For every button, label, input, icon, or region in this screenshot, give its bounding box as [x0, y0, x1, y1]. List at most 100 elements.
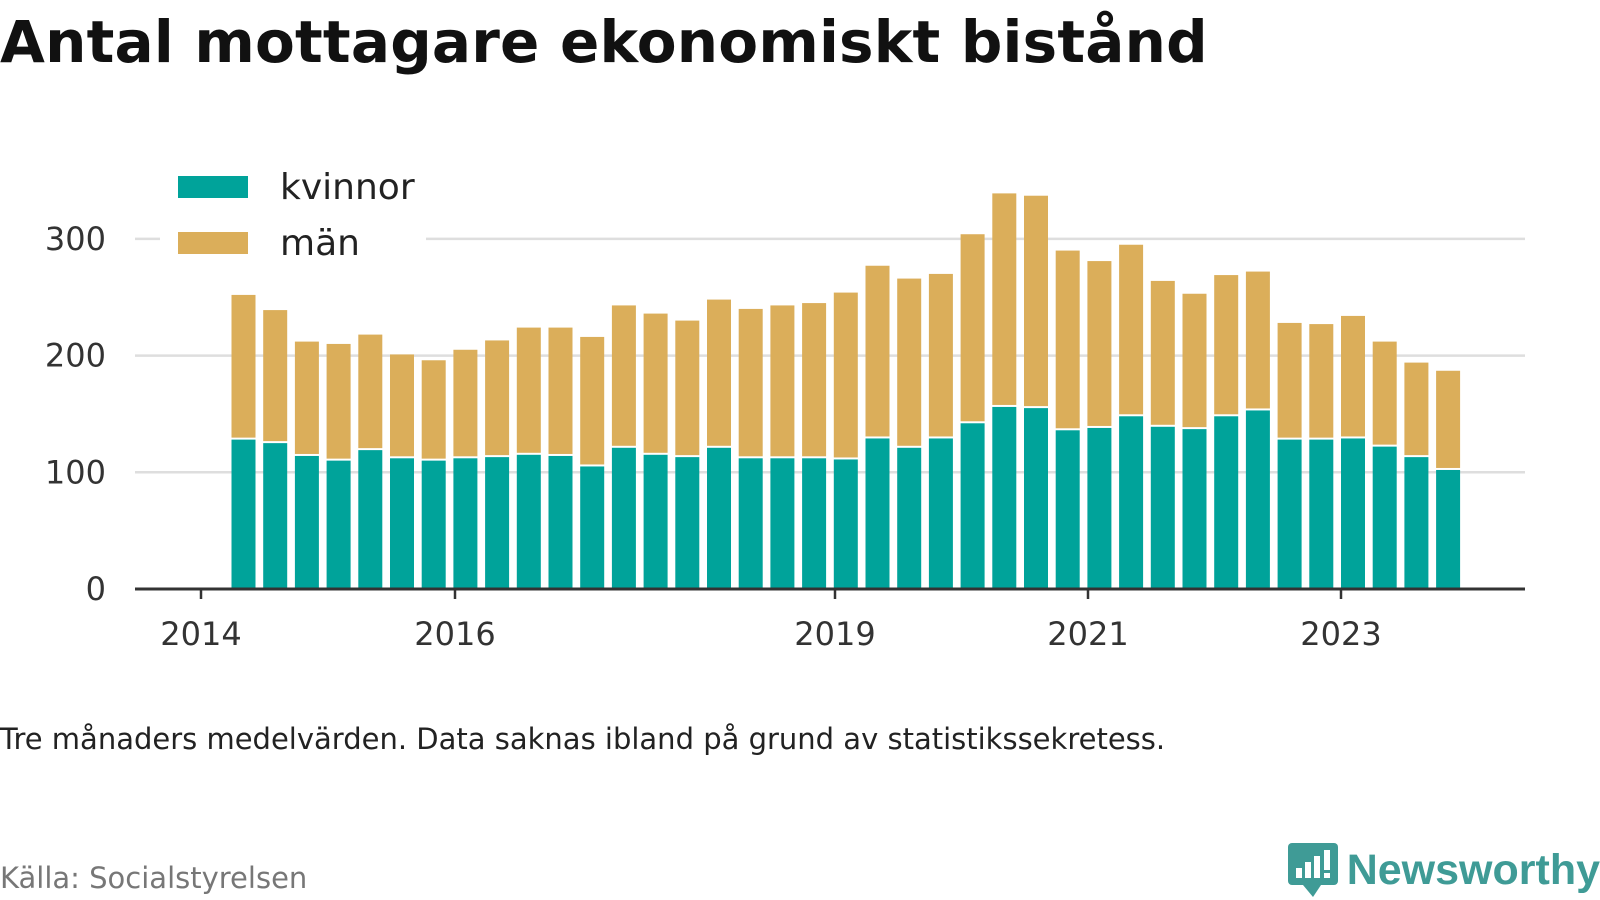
- x-tick-label: 2023: [1300, 615, 1381, 653]
- bar-kvinnor-2016-Q1: [453, 458, 478, 589]
- bar-man-2023-Q4: [1436, 370, 1461, 468]
- bar-kvinnor-2022-Q4: [1309, 439, 1334, 589]
- bar-man-2017-Q2: [611, 305, 636, 446]
- bar-kvinnor-2021-Q4: [1182, 429, 1207, 589]
- bar-kvinnor-2019-Q4: [928, 438, 953, 589]
- bar-kvinnor-2015-Q2: [358, 450, 383, 589]
- bar-man-2016-Q4: [548, 327, 573, 454]
- bar-man-2018-Q1: [707, 299, 731, 446]
- y-tick-label: 200: [45, 337, 106, 375]
- bar-man-2023-Q3: [1404, 362, 1429, 456]
- legend-swatch-kvinnor: [178, 176, 248, 198]
- bar-man-2015-Q1: [326, 343, 351, 459]
- bar-kvinnor-2021-Q3: [1150, 426, 1175, 589]
- bar-kvinnor-2020-Q1: [960, 423, 985, 589]
- bar-man-2015-Q4: [421, 360, 446, 459]
- bar-man-2020-Q1: [960, 234, 985, 422]
- y-tick-label: 0: [86, 570, 106, 608]
- bar-man-2020-Q2: [992, 193, 1017, 405]
- bar-man-2022-Q4: [1309, 324, 1334, 438]
- bar-kvinnor-2016-Q2: [485, 457, 510, 589]
- y-tick-label: 100: [45, 453, 106, 491]
- newsworthy-logo[interactable]: Newsworthy: [1287, 842, 1600, 898]
- bar-kvinnor-2023-Q4: [1436, 469, 1461, 589]
- bar-man-2017-Q3: [643, 313, 668, 453]
- bar-man-2022-Q2: [1245, 271, 1270, 409]
- bar-kvinnor-2022-Q1: [1214, 416, 1239, 589]
- bar-man-2020-Q3: [1024, 195, 1048, 407]
- x-tick-label: 2014: [160, 615, 241, 653]
- source-text: Källa: Socialstyrelsen: [0, 861, 308, 895]
- bar-man-2018-Q3: [770, 305, 795, 457]
- bar-kvinnor-2014-Q2: [231, 439, 256, 589]
- bar-man-2019-Q2: [865, 265, 890, 437]
- bar-man-2017-Q4: [675, 320, 700, 456]
- bar-kvinnor-2020-Q4: [1055, 430, 1080, 589]
- bar-kvinnor-2020-Q3: [1024, 408, 1048, 589]
- bar-kvinnor-2016-Q4: [548, 455, 573, 589]
- bar-kvinnor-2016-Q3: [516, 454, 541, 589]
- bar-man-2022-Q1: [1214, 275, 1239, 415]
- legend-label-kvinnor: kvinnor: [280, 167, 415, 208]
- bar-kvinnor-2015-Q4: [421, 460, 446, 589]
- bar-kvinnor-2015-Q3: [390, 458, 414, 589]
- bar-man-2021-Q3: [1150, 280, 1175, 425]
- chart-note: Tre månaders medelvärden. Data saknas ib…: [0, 722, 1166, 756]
- bar-man-2019-Q1: [833, 292, 858, 458]
- bar-kvinnor-2015-Q1: [326, 460, 351, 589]
- bar-man-2015-Q3: [390, 354, 414, 457]
- bar-kvinnor-2014-Q4: [294, 455, 319, 589]
- bar-kvinnor-2017-Q1: [580, 466, 605, 589]
- x-tick-label: 2019: [794, 615, 875, 653]
- newsworthy-logo-icon: [1287, 843, 1338, 897]
- bar-man-2023-Q2: [1372, 341, 1397, 445]
- bar-kvinnor-2023-Q3: [1404, 457, 1429, 589]
- x-tick-label: 2021: [1047, 615, 1128, 653]
- bar-man-2021-Q2: [1119, 244, 1144, 415]
- bar-kvinnor-2018-Q3: [770, 458, 795, 589]
- bar-kvinnor-2021-Q1: [1087, 427, 1112, 589]
- bar-man-2014-Q4: [294, 341, 319, 454]
- bar-man-2018-Q2: [738, 308, 763, 457]
- bar-kvinnor-2017-Q4: [675, 457, 700, 589]
- bar-man-2016-Q2: [485, 340, 510, 456]
- bar-man-2021-Q1: [1087, 261, 1112, 426]
- bar-kvinnor-2018-Q2: [738, 458, 763, 589]
- bar-kvinnor-2023-Q2: [1372, 446, 1397, 589]
- bars: [231, 193, 1461, 589]
- bar-kvinnor-2022-Q3: [1277, 439, 1302, 589]
- bar-man-2019-Q4: [928, 273, 953, 437]
- x-axis: 2014 2016 2019 2021 2023: [135, 587, 1525, 653]
- bar-man-2014-Q2: [231, 294, 256, 438]
- x-tick-label: 2016: [414, 615, 495, 653]
- bar-kvinnor-2017-Q3: [643, 454, 668, 589]
- stacked-bar-chart: 2014 2016 2019 2021 2023 0 100 200 300 kvinnor m…: [45, 160, 1525, 653]
- bar-man-2023-Q1: [1341, 315, 1365, 437]
- bar-man-2015-Q2: [358, 334, 383, 449]
- chart-title: Antal mottagare ekonomiskt bistånd: [0, 8, 1208, 76]
- legend-label-män: män: [280, 223, 360, 264]
- bar-man-2021-Q4: [1182, 293, 1207, 428]
- bar-man-2017-Q1: [580, 336, 605, 465]
- bar-man-2018-Q4: [802, 303, 827, 457]
- bar-kvinnor-2019-Q1: [833, 459, 858, 589]
- y-axis: 0 100 200 300: [45, 220, 106, 608]
- bar-kvinnor-2020-Q2: [992, 406, 1017, 589]
- bar-man-2016-Q3: [516, 327, 541, 453]
- bar-kvinnor-2018-Q4: [802, 458, 827, 589]
- bar-man-2019-Q3: [897, 278, 922, 446]
- bar-kvinnor-2014-Q3: [263, 443, 288, 589]
- bar-kvinnor-2023-Q1: [1341, 438, 1365, 589]
- bar-man-2020-Q4: [1055, 250, 1080, 429]
- bar-kvinnor-2021-Q2: [1119, 416, 1144, 589]
- bar-kvinnor-2022-Q2: [1245, 410, 1270, 589]
- legend-swatch-män: [178, 232, 248, 254]
- bar-kvinnor-2019-Q3: [897, 447, 922, 589]
- bar-kvinnor-2018-Q1: [707, 447, 731, 589]
- brand-name: Newsworthy: [1346, 845, 1600, 894]
- legend: kvinnor män: [160, 160, 426, 272]
- bar-kvinnor-2019-Q2: [865, 438, 890, 589]
- bar-man-2016-Q1: [453, 349, 478, 457]
- bar-kvinnor-2017-Q2: [611, 447, 636, 589]
- bar-man-2014-Q3: [263, 310, 288, 442]
